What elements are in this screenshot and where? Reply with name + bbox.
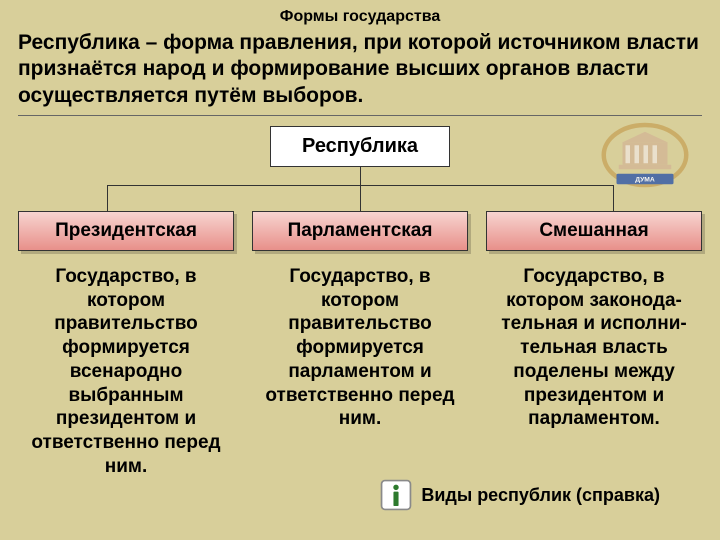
divider (18, 115, 702, 116)
root-node-wrap: Республика (18, 126, 702, 167)
tree-connectors (18, 167, 702, 211)
child-node-mixed: Смешанная (486, 211, 702, 251)
root-node: Республика (270, 126, 450, 167)
child-node-parliamentary: Парламентская (252, 211, 468, 251)
definition-text: Республика – форма правления, при которо… (18, 30, 702, 109)
footer-text: Виды республик (справка) (421, 485, 660, 506)
child-desc-presidential: Государство, в котором правительство фор… (18, 265, 234, 479)
footer-note[interactable]: Виды республик (справка) (379, 478, 660, 512)
children-row: Президентская Государство, в котором пра… (18, 211, 702, 479)
info-icon (379, 478, 413, 512)
child-desc-parliamentary: Государство, в котором правительство фор… (252, 265, 468, 431)
child-desc-mixed: Государство, в котором законода- тельная… (486, 265, 702, 431)
child-col-1: Парламентская Государство, в котором пра… (252, 211, 468, 479)
child-col-0: Президентская Государство, в котором пра… (18, 211, 234, 479)
child-node-presidential: Президентская (18, 211, 234, 251)
child-col-2: Смешанная Государство, в котором законод… (486, 211, 702, 479)
slide-title: Формы государства (18, 8, 702, 26)
